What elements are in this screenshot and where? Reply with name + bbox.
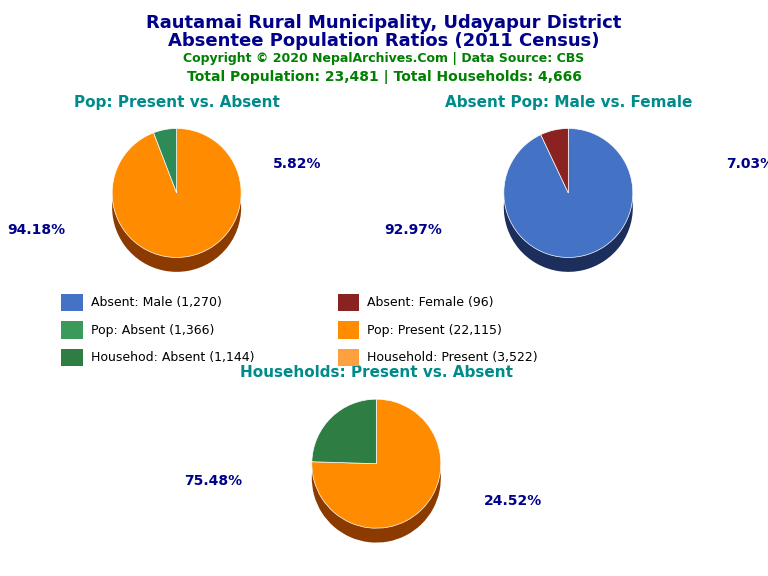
- Text: 24.52%: 24.52%: [484, 494, 542, 508]
- Wedge shape: [312, 414, 376, 478]
- Text: Household: Present (3,522): Household: Present (3,522): [367, 351, 538, 364]
- Text: Househod: Absent (1,144): Househod: Absent (1,144): [91, 351, 254, 364]
- Text: Pop: Absent (1,366): Pop: Absent (1,366): [91, 324, 214, 336]
- Wedge shape: [112, 143, 241, 272]
- Text: 5.82%: 5.82%: [273, 157, 321, 171]
- Text: Rautamai Rural Municipality, Udayapur District: Rautamai Rural Municipality, Udayapur Di…: [147, 14, 621, 32]
- Wedge shape: [154, 128, 177, 193]
- Wedge shape: [112, 128, 241, 257]
- Text: Pop: Present (22,115): Pop: Present (22,115): [367, 324, 502, 336]
- Title: Pop: Present vs. Absent: Pop: Present vs. Absent: [74, 95, 280, 110]
- Text: Absent: Female (96): Absent: Female (96): [367, 296, 494, 309]
- Text: Total Population: 23,481 | Total Households: 4,666: Total Population: 23,481 | Total Househo…: [187, 70, 581, 84]
- Wedge shape: [541, 143, 568, 207]
- Wedge shape: [312, 414, 441, 543]
- Text: 7.03%: 7.03%: [726, 157, 768, 171]
- Text: 92.97%: 92.97%: [384, 223, 442, 237]
- Text: 94.18%: 94.18%: [8, 223, 66, 237]
- Title: Households: Present vs. Absent: Households: Present vs. Absent: [240, 366, 513, 381]
- Text: Absentee Population Ratios (2011 Census): Absentee Population Ratios (2011 Census): [168, 32, 600, 50]
- Text: 75.48%: 75.48%: [184, 474, 243, 488]
- Title: Absent Pop: Male vs. Female: Absent Pop: Male vs. Female: [445, 95, 692, 110]
- Wedge shape: [541, 128, 568, 193]
- Wedge shape: [504, 128, 633, 257]
- Wedge shape: [504, 143, 633, 272]
- Text: Copyright © 2020 NepalArchives.Com | Data Source: CBS: Copyright © 2020 NepalArchives.Com | Dat…: [184, 52, 584, 65]
- Wedge shape: [312, 399, 441, 528]
- Text: Absent: Male (1,270): Absent: Male (1,270): [91, 296, 221, 309]
- Wedge shape: [154, 143, 177, 207]
- Wedge shape: [312, 399, 376, 464]
